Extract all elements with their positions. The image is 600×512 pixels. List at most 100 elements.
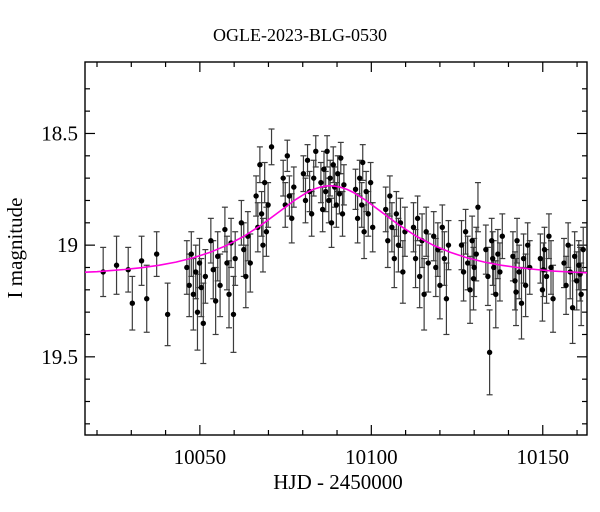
data-point <box>431 233 437 239</box>
plot-title: OGLE-2023-BLG-0530 <box>213 25 387 45</box>
data-point <box>467 287 473 293</box>
y-tick-label: 18.5 <box>41 121 78 145</box>
x-tick-label: 10100 <box>345 445 398 469</box>
data-point <box>367 179 374 186</box>
data-point <box>495 251 501 257</box>
data-point <box>421 291 427 297</box>
data-point <box>241 246 247 253</box>
data-point <box>471 264 477 271</box>
data-point <box>188 251 194 257</box>
model-curve <box>84 184 588 274</box>
data-point <box>238 220 245 226</box>
data-point <box>490 255 496 262</box>
data-point <box>493 291 499 297</box>
y-axis-label: I magnitude <box>3 198 27 299</box>
data-point <box>510 253 516 260</box>
data-point <box>518 300 525 306</box>
data-point <box>328 220 335 226</box>
data-point <box>289 215 295 222</box>
data-point <box>286 193 293 199</box>
data-point <box>363 188 369 195</box>
data-point <box>198 284 204 291</box>
plot-border <box>84 61 588 436</box>
data-point <box>400 269 406 275</box>
data-point <box>516 269 522 275</box>
y-tick-label: 19.5 <box>41 345 78 369</box>
data-point <box>222 226 228 233</box>
data-point <box>395 242 402 248</box>
data-point <box>385 237 391 244</box>
data-point <box>514 237 520 244</box>
data-point <box>416 273 423 280</box>
data-point <box>313 148 319 155</box>
data-point <box>144 296 150 302</box>
data-point <box>318 179 324 186</box>
data-point <box>280 175 286 181</box>
data-point <box>475 204 481 210</box>
data-point <box>387 193 393 199</box>
data-point <box>184 264 190 271</box>
data-point <box>304 157 311 163</box>
data-point <box>524 242 531 248</box>
data-point <box>539 287 546 293</box>
data-point <box>464 260 471 266</box>
data-point <box>383 206 389 213</box>
data-point <box>217 282 223 289</box>
tick-labels: 10050 10100 10150 18.5 19 19.5 <box>41 121 569 469</box>
data-point <box>437 282 443 289</box>
data-point <box>458 242 465 248</box>
data-point <box>300 170 307 177</box>
data-point <box>356 175 363 181</box>
data-point <box>196 260 203 266</box>
data-point <box>541 246 548 253</box>
data-point <box>546 233 552 239</box>
data-point <box>537 255 544 262</box>
data-point <box>265 202 271 208</box>
data-point <box>369 224 376 230</box>
data-point <box>268 144 275 150</box>
data-point <box>202 273 209 280</box>
data-point <box>153 251 160 257</box>
data-point <box>365 211 371 217</box>
data-point <box>513 289 519 295</box>
data-point <box>257 162 263 168</box>
data-point <box>360 159 366 166</box>
data-point <box>359 202 365 208</box>
data-point <box>258 211 265 217</box>
data-point <box>497 269 503 275</box>
data-point <box>491 264 497 271</box>
y-tick-label: 19 <box>57 233 78 257</box>
data-point <box>327 175 333 181</box>
data-point <box>215 253 221 260</box>
data-point <box>354 215 361 222</box>
data-point <box>486 349 493 356</box>
data-point <box>352 186 359 193</box>
data-point <box>512 278 518 284</box>
data-point <box>284 153 291 159</box>
data-point <box>522 282 529 289</box>
data-point <box>433 264 439 271</box>
data-point <box>138 258 145 264</box>
data-point <box>543 273 550 280</box>
data-point <box>208 237 214 244</box>
data-point <box>308 211 315 217</box>
data-point <box>226 291 232 297</box>
data-point <box>338 155 344 161</box>
data-point <box>460 269 467 275</box>
data-point <box>341 182 347 188</box>
data-point <box>389 224 395 230</box>
data-point <box>113 262 120 268</box>
data-point <box>210 267 216 273</box>
data-point <box>412 255 419 262</box>
data-point <box>499 233 506 239</box>
data-point <box>232 255 238 262</box>
x-axis-label: HJD - 2450000 <box>273 470 403 494</box>
data-point <box>483 246 489 253</box>
data-point <box>230 311 237 318</box>
data-point <box>462 229 469 235</box>
data-point <box>224 260 230 266</box>
data-point <box>414 215 421 222</box>
data-point <box>563 282 569 289</box>
data-point <box>194 309 201 315</box>
data-point <box>439 224 445 230</box>
